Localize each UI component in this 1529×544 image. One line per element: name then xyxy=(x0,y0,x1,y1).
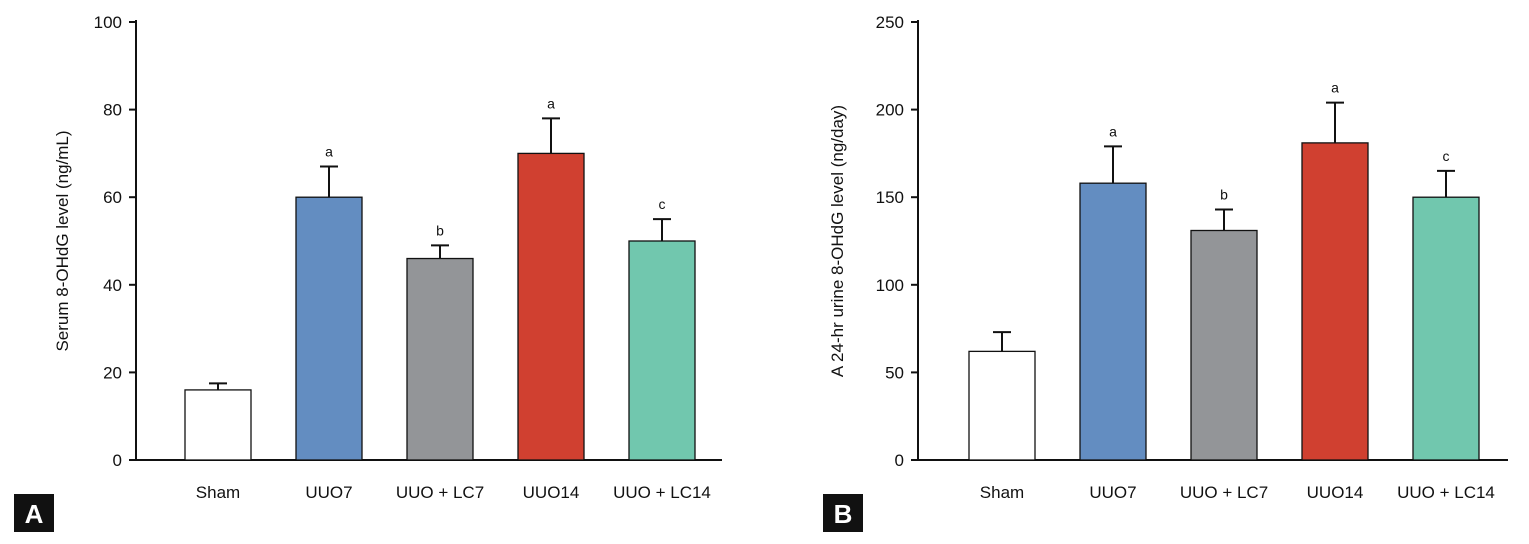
category-label-b: UUO + LC14 xyxy=(1397,483,1495,502)
y-tick-label-a: 60 xyxy=(103,188,122,207)
significance-label-a: b xyxy=(436,222,444,238)
bar-a xyxy=(628,240,696,461)
significance-label-a: a xyxy=(547,95,555,111)
y-tick-label-b: 150 xyxy=(876,188,904,207)
y-tick-label-a: 0 xyxy=(113,451,122,470)
bar-a xyxy=(517,152,585,461)
panel-badge-b xyxy=(823,494,863,532)
panel-label-b: B xyxy=(834,499,853,529)
significance-label-b: c xyxy=(1443,148,1450,164)
y-tick-label-b: 100 xyxy=(876,276,904,295)
significance-label-b: a xyxy=(1109,123,1117,139)
y-tick-label-a: 20 xyxy=(103,363,122,382)
panel-label-a: A xyxy=(25,499,44,529)
bar-b xyxy=(968,350,1036,461)
significance-label-b: b xyxy=(1220,186,1228,202)
category-label-b: UUO + LC7 xyxy=(1180,483,1268,502)
y-tick-label-b: 0 xyxy=(895,451,904,470)
bar-b xyxy=(1301,142,1369,461)
bar-b xyxy=(1190,229,1258,461)
y-axis-title-b: A 24-hr urine 8-OHdG level (ng/day) xyxy=(828,105,847,377)
category-label-a: UUO14 xyxy=(523,483,580,502)
panel-badge-a xyxy=(14,494,54,532)
significance-label-a: a xyxy=(325,144,333,160)
bar-a xyxy=(184,389,252,461)
significance-label-a: c xyxy=(659,196,666,212)
y-tick-label-b: 50 xyxy=(885,363,904,382)
y-tick-label-a: 80 xyxy=(103,101,122,120)
y-axis-title-a: Serum 8-OHdG level (ng/mL) xyxy=(53,130,72,351)
category-label-b: UUO7 xyxy=(1089,483,1136,502)
category-label-a: UUO7 xyxy=(305,483,352,502)
bar-a xyxy=(295,196,363,461)
category-label-a: UUO + LC14 xyxy=(613,483,711,502)
y-tick-label-a: 100 xyxy=(94,13,122,32)
y-tick-label-a: 40 xyxy=(103,276,122,295)
category-label-b: Sham xyxy=(980,483,1024,502)
category-label-b: UUO14 xyxy=(1307,483,1364,502)
significance-label-b: a xyxy=(1331,80,1339,96)
category-label-a: UUO + LC7 xyxy=(396,483,484,502)
y-tick-label-b: 250 xyxy=(876,13,904,32)
bar-b xyxy=(1412,196,1480,461)
y-tick-label-b: 200 xyxy=(876,101,904,120)
category-label-a: Sham xyxy=(196,483,240,502)
bar-a xyxy=(406,257,474,461)
bar-b xyxy=(1079,182,1147,461)
